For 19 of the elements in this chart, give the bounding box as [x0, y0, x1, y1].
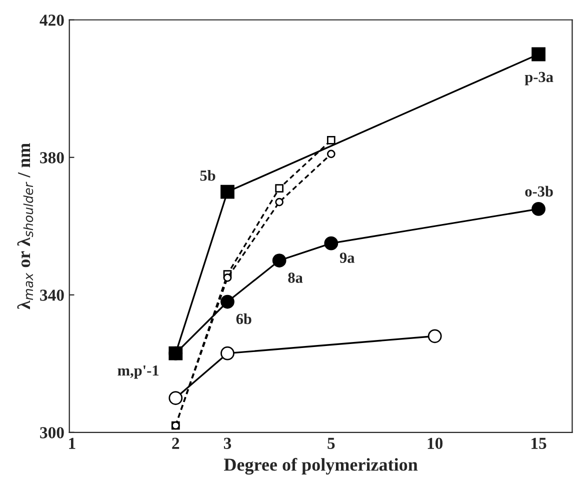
annotation: m,p'-1 — [118, 365, 159, 379]
x-axis-title: Degree of polymerization — [224, 458, 418, 475]
y-axis-title: λ$_{max}$ or λ$_{shoulder}$ / nm — [17, 143, 34, 310]
x-tick-label: 10 — [428, 438, 443, 449]
annotation: 5b — [200, 170, 216, 181]
annotation: 6b — [236, 313, 252, 324]
annotation: p-3a — [524, 72, 554, 86]
x-tick-label: 15 — [532, 438, 546, 449]
x-tick-label: 2 — [172, 438, 180, 449]
annotation: 8a — [288, 272, 303, 283]
annotation: 9a — [340, 252, 355, 263]
y-tick-label: 340 — [40, 290, 64, 301]
x-tick-label: 1 — [69, 438, 76, 449]
x-tick-label: 5 — [328, 438, 335, 449]
y-tick-label: 380 — [40, 152, 64, 164]
y-tick-label: 420 — [40, 14, 64, 26]
y-tick-label: 300 — [40, 427, 64, 438]
x-tick-label: 3 — [224, 438, 232, 449]
annotation: o-3b — [525, 186, 553, 197]
